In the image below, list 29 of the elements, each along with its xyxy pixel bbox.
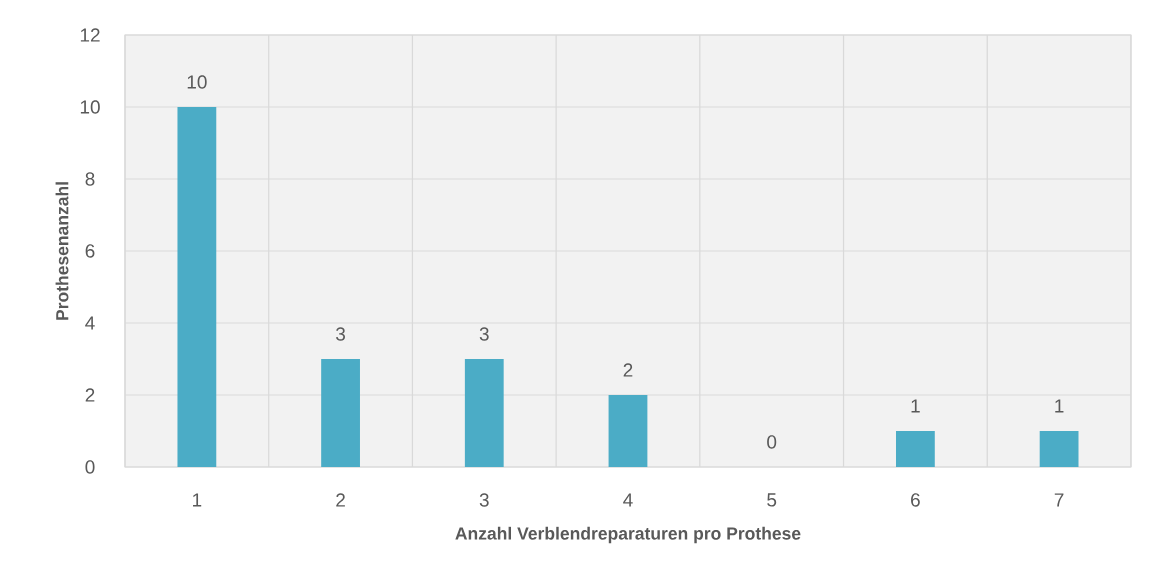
data-label: 2 — [623, 363, 633, 377]
x-tick-label: 3 — [479, 493, 489, 507]
bar — [464, 358, 504, 467]
x-tick-label: 6 — [911, 493, 920, 507]
y-tick-label: 2 — [85, 388, 95, 402]
bar — [321, 358, 360, 467]
x-tick-label: 1 — [193, 493, 202, 507]
data-label: 3 — [336, 327, 346, 341]
bar — [1039, 430, 1079, 467]
y-tick-label: 8 — [85, 172, 95, 186]
y-tick-label: 4 — [85, 316, 95, 330]
bar — [177, 106, 217, 467]
x-axis-title: Anzahl Verblendreparaturen pro Prothese — [455, 526, 801, 544]
data-label: 1 — [911, 399, 920, 413]
y-tick-label: 6 — [85, 244, 95, 258]
x-tick-label: 4 — [623, 493, 633, 507]
data-label: 3 — [479, 327, 489, 341]
data-label: 10 — [187, 75, 207, 89]
y-tick-label: 12 — [80, 28, 100, 42]
y-tick-label: 10 — [80, 100, 100, 114]
bar — [608, 394, 648, 467]
data-label: 1 — [1055, 399, 1064, 413]
y-axis-title: Prothesenanzahl — [55, 182, 69, 320]
bar — [895, 430, 935, 467]
x-tick-label: 2 — [336, 493, 345, 507]
x-tick-label: 7 — [1054, 493, 1064, 507]
y-tick-label: 0 — [85, 460, 95, 474]
data-label: 0 — [767, 435, 777, 449]
x-tick-label: 5 — [767, 493, 777, 507]
